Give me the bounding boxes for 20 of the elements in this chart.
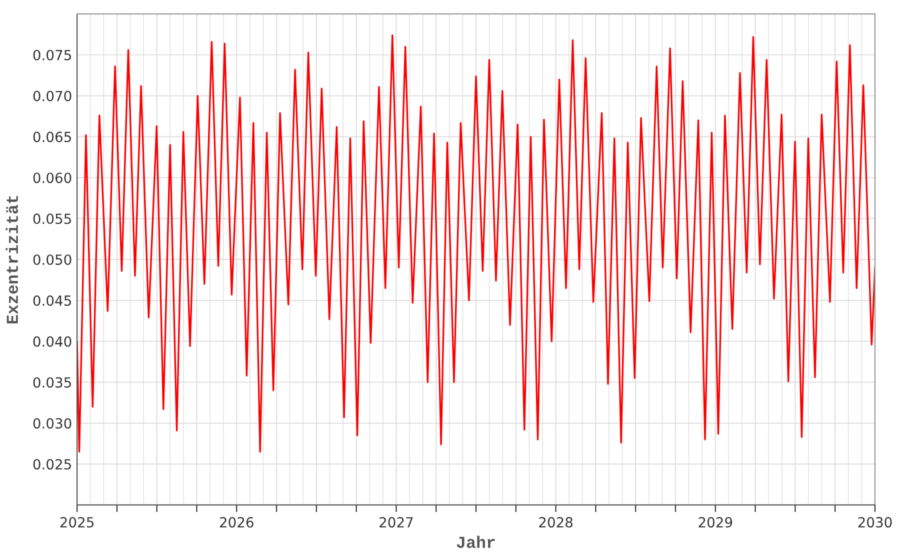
x-tick-label: 2027 (380, 517, 413, 528)
line-series (77, 34, 875, 453)
x-axis-title: Jahr (456, 536, 495, 548)
y-tick-label: 0.050 (33, 254, 72, 265)
x-tick-label: 2030 (858, 517, 892, 528)
y-tick-label: 0.060 (33, 172, 72, 184)
x-tick-label: 2026 (220, 517, 254, 528)
y-tick-label: 0.025 (33, 459, 71, 470)
y-tick-label: 0.030 (33, 418, 72, 429)
x-tick-label: 2028 (539, 517, 573, 528)
y-tick-label: 0.035 (33, 377, 71, 388)
y-tick-label: 0.070 (33, 90, 72, 102)
x-tick-label: 2025 (60, 517, 94, 528)
y-tick-label: 0.055 (33, 214, 71, 224)
y-axis-title: Exzentrizität (6, 196, 18, 324)
y-tick-label: 0.045 (33, 295, 71, 306)
x-tick-label: 2029 (698, 517, 732, 528)
y-tick-label: 0.040 (33, 336, 72, 347)
y-tick-label: 0.065 (33, 132, 71, 142)
y-tick-label: 0.075 (33, 50, 71, 60)
